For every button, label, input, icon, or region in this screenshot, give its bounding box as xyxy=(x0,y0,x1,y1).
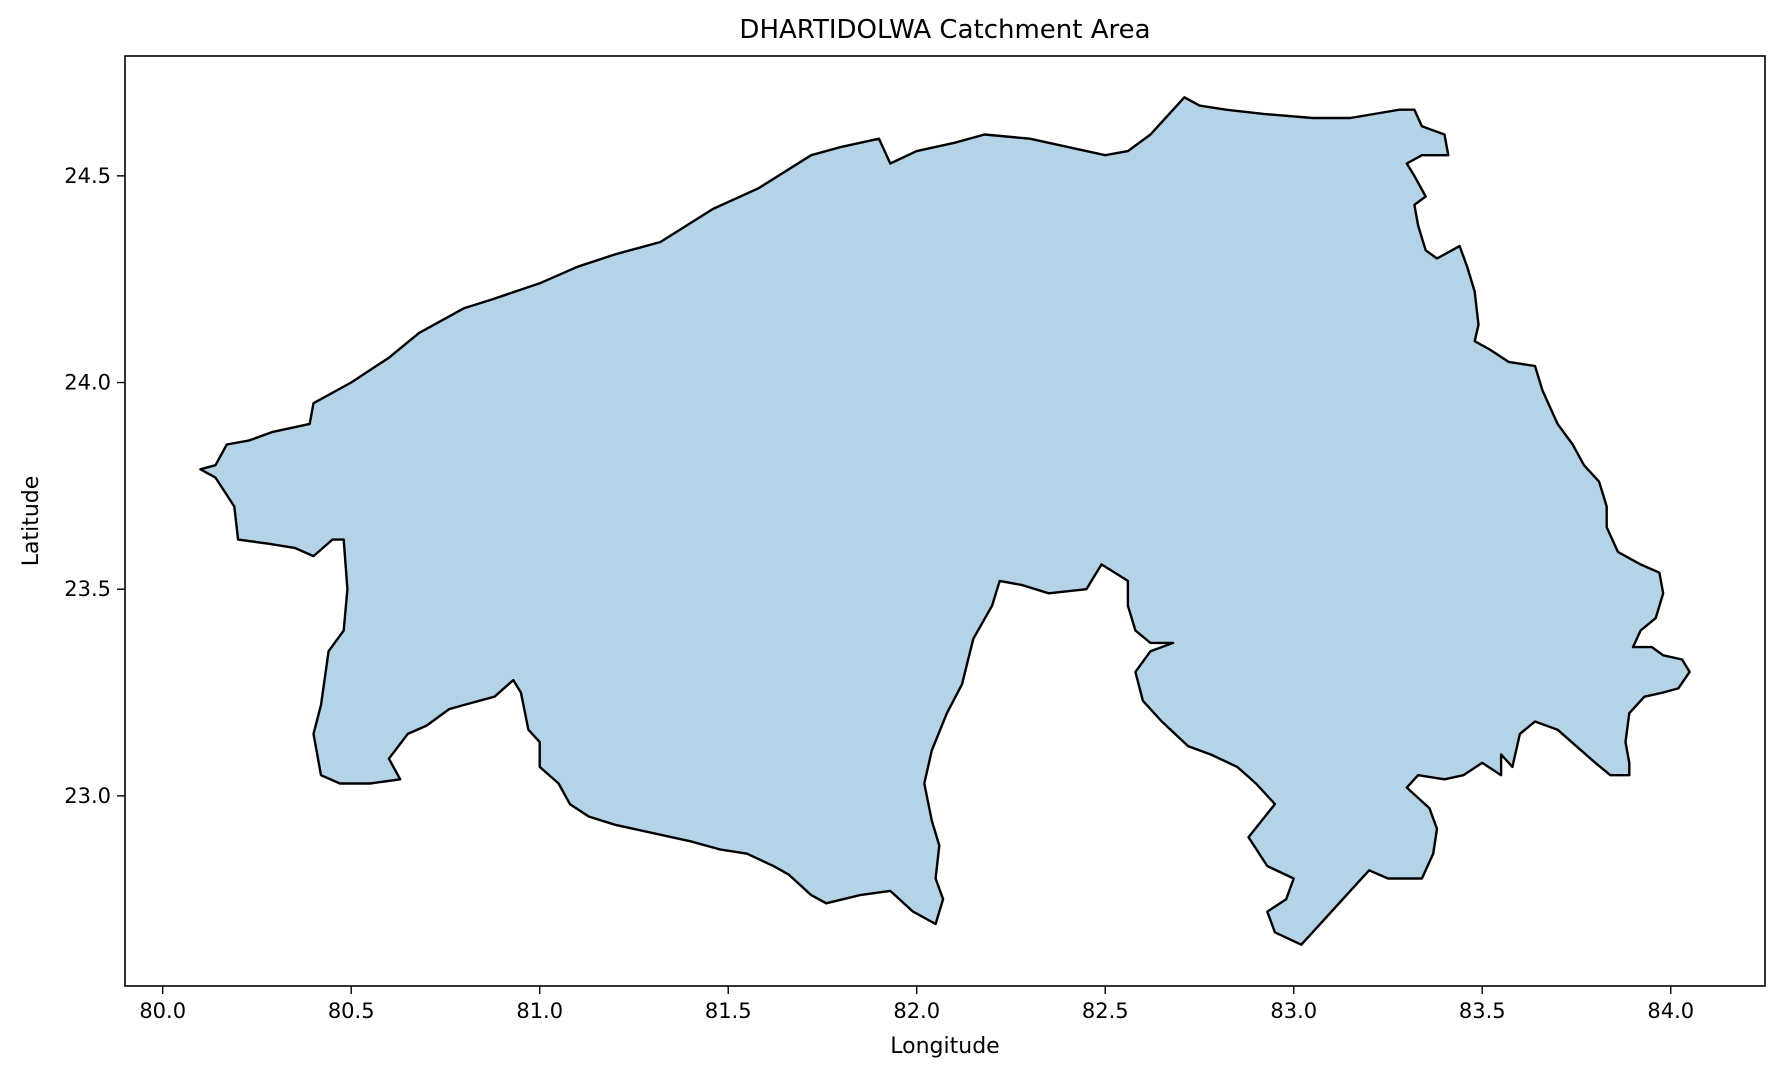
y-tick-label: 24.5 xyxy=(64,164,111,188)
x-axis-label: Longitude xyxy=(890,1034,999,1059)
x-axis-ticks: 80.0 80.5 81.0 81.5 82.0 82.5 83.0 83.5 84.0 xyxy=(139,986,1694,1023)
x-tick-label: 83.5 xyxy=(1459,999,1506,1023)
plot-axes-frame xyxy=(124,55,1766,987)
x-tick-label: 80.5 xyxy=(328,999,375,1023)
y-axis-ticks: 23.0 23.5 24.0 24.5 xyxy=(64,164,125,808)
y-tick-label: 24.0 xyxy=(64,371,111,395)
map-title: DHARTIDOLWA Catchment Area xyxy=(739,15,1150,45)
x-tick-label: 81.5 xyxy=(705,999,752,1023)
catchment-area-polygon xyxy=(199,96,1691,946)
x-tick-label: 82.5 xyxy=(1082,999,1129,1023)
y-tick-label: 23.0 xyxy=(64,784,111,808)
y-axis-label: Latitude xyxy=(19,476,44,567)
x-tick-label: 83.0 xyxy=(1270,999,1317,1023)
x-tick-label: 80.0 xyxy=(139,999,186,1023)
x-tick-label: 84.0 xyxy=(1647,999,1694,1023)
x-tick-label: 82.0 xyxy=(893,999,940,1023)
x-tick-label: 81.0 xyxy=(516,999,563,1023)
y-tick-label: 23.5 xyxy=(64,577,111,601)
